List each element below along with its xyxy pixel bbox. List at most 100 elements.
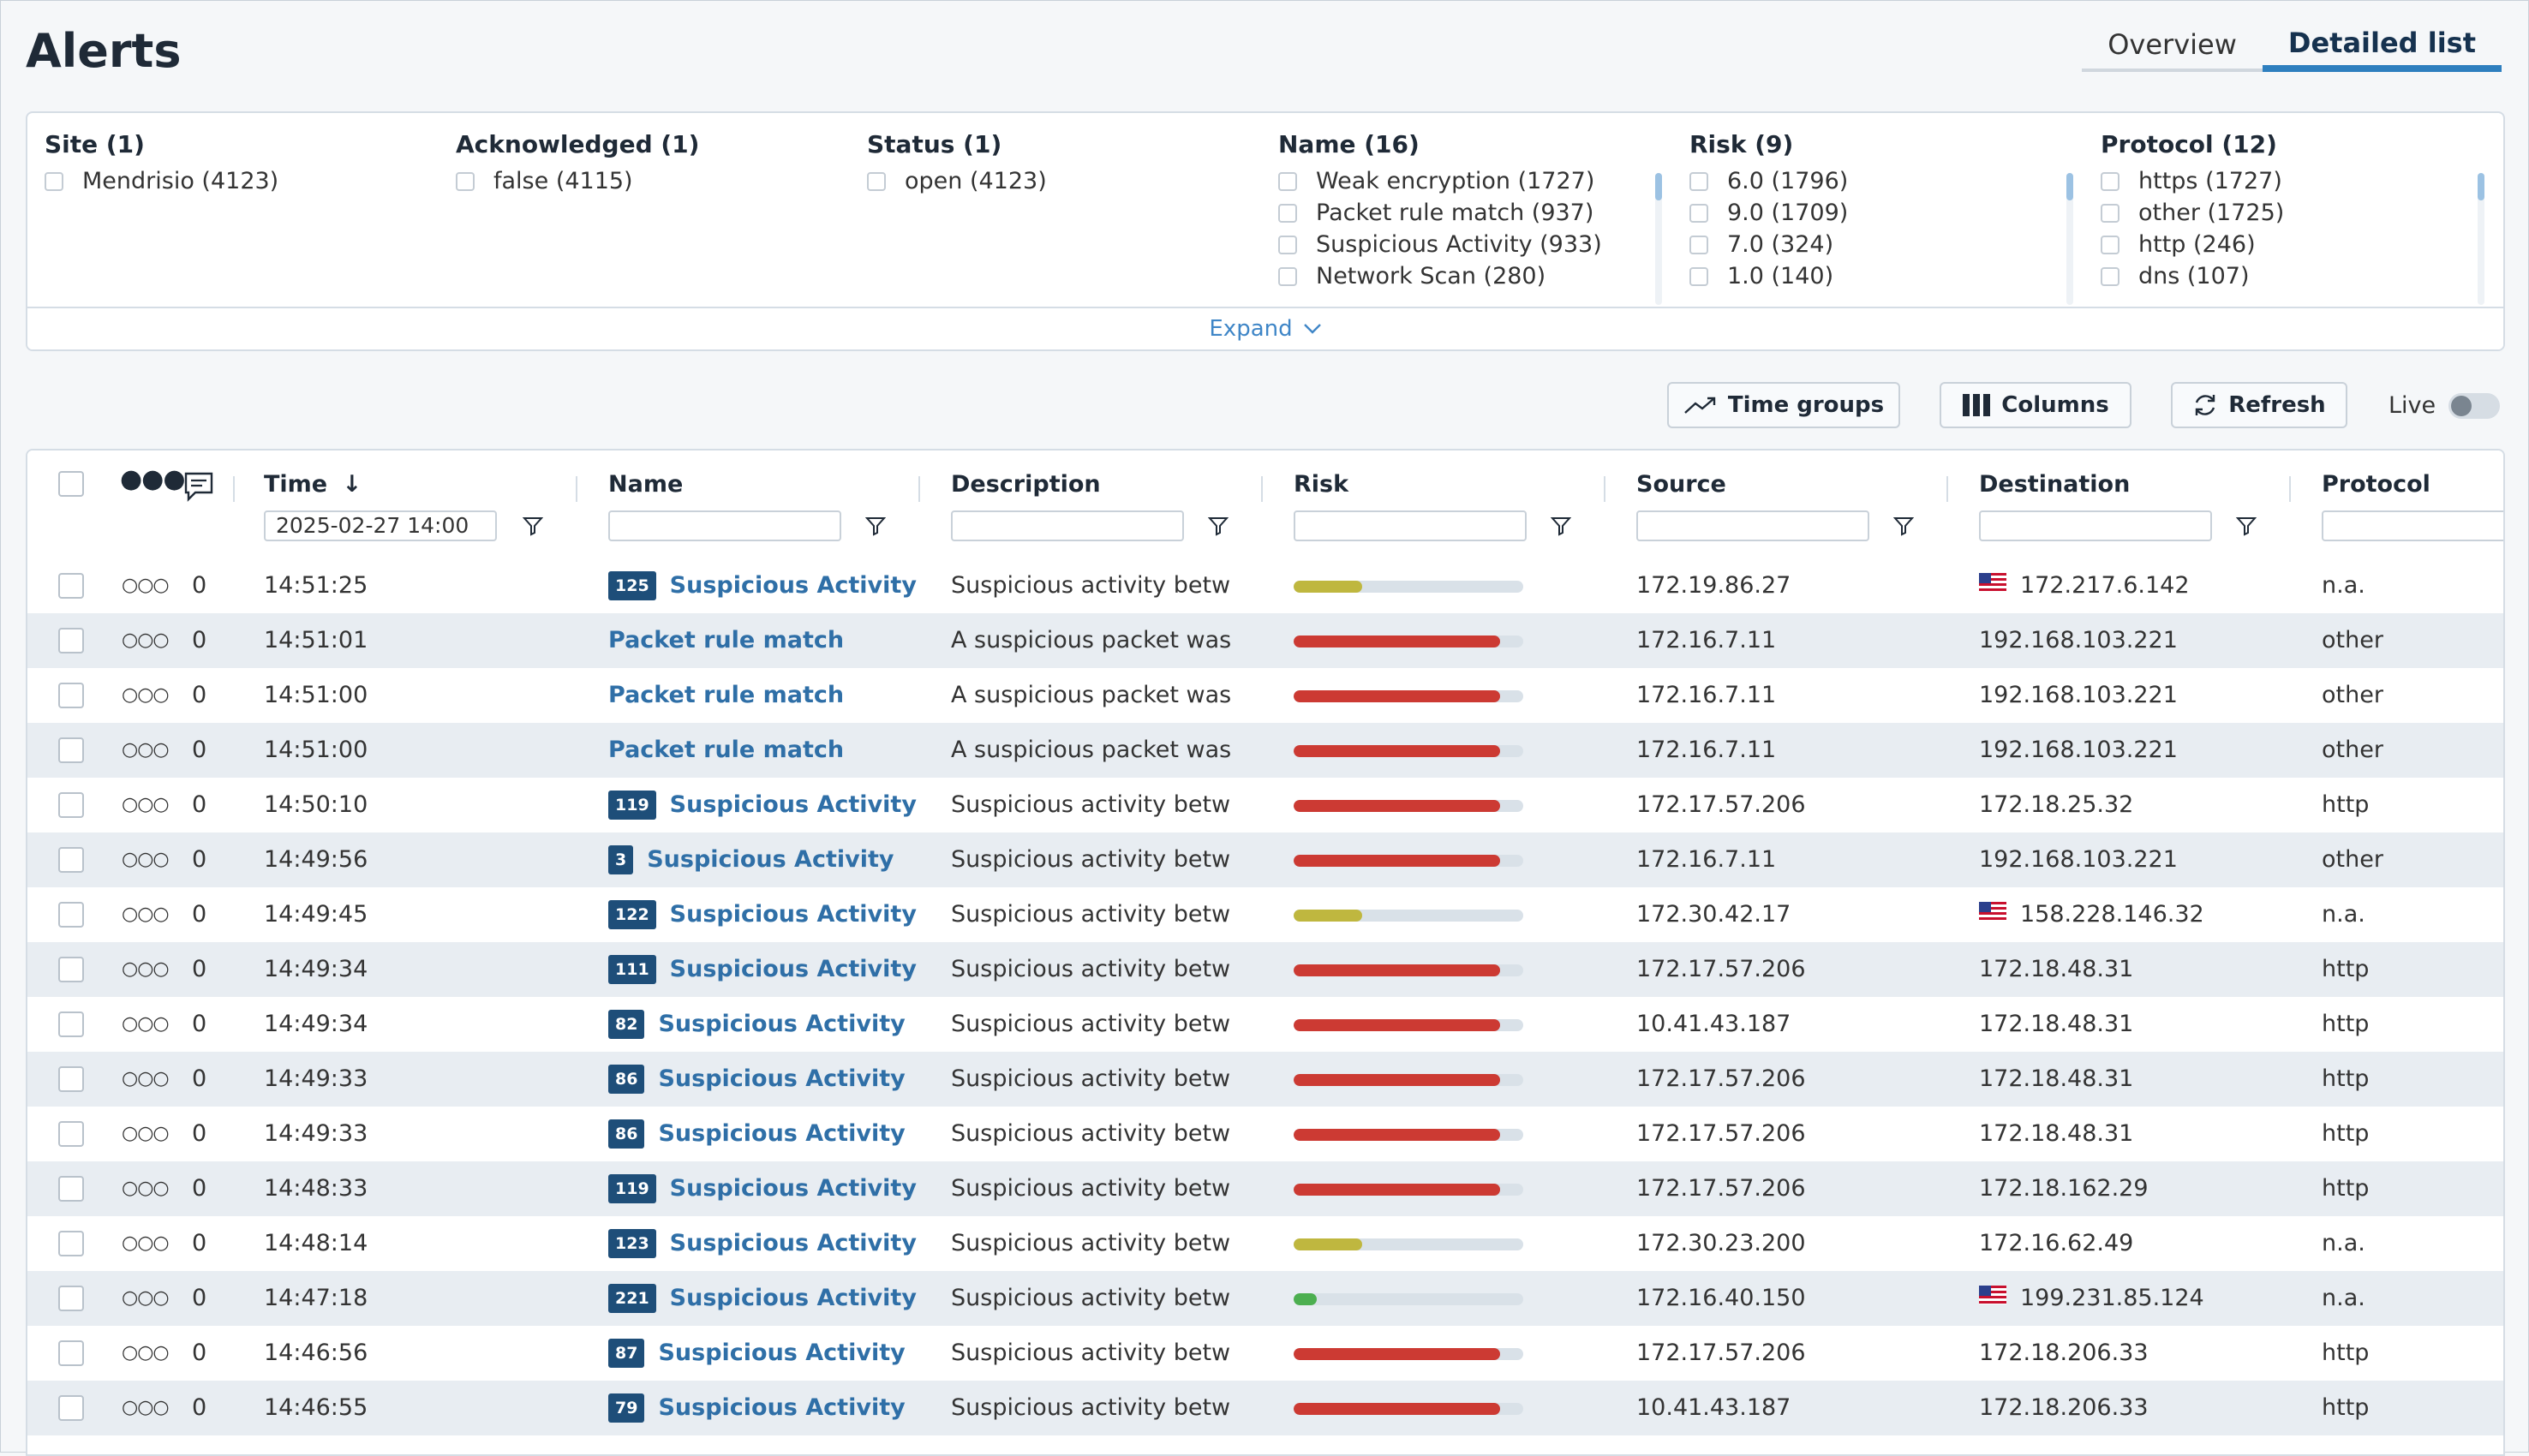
row-menu-icon[interactable]: ○○○ <box>122 1068 170 1089</box>
alert-name-link[interactable]: Suspicious Activity <box>647 846 894 873</box>
column-header-time[interactable]: Time ↓ <box>264 471 362 498</box>
alert-name[interactable]: 123 Suspicious Activity <box>608 1216 917 1271</box>
table-row[interactable]: ○○○ 0 14:46:56 87 Suspicious Activity Suspici… <box>27 1326 2503 1381</box>
facet-scrollbar-thumb[interactable] <box>2478 173 2484 200</box>
facet-checkbox[interactable] <box>1689 266 1708 286</box>
table-row[interactable]: ○○○ 0 14:51:00 Packet rule match A suspiciou… <box>27 668 2503 723</box>
row-menu-icon[interactable]: ○○○ <box>122 630 170 651</box>
alert-name-link[interactable]: Suspicious Activity <box>669 1285 917 1311</box>
facet-option[interactable]: http (246) <box>2101 229 2478 260</box>
table-row[interactable]: ○○○ 0 14:49:34 82 Suspicious Activity Suspici… <box>27 997 2503 1052</box>
row-checkbox[interactable] <box>58 683 84 708</box>
table-row[interactable]: ○○○ 0 14:50:10 119 Suspicious Activity Suspic… <box>27 778 2503 832</box>
row-checkbox[interactable] <box>58 847 84 873</box>
facet-option[interactable]: open (4123) <box>867 165 1244 197</box>
alert-name-link[interactable]: Suspicious Activity <box>658 1011 906 1037</box>
select-all-checkbox[interactable] <box>58 471 84 497</box>
facet-option[interactable]: other (1725) <box>2101 197 2478 229</box>
alert-name[interactable]: 86 Suspicious Activity <box>608 1052 917 1107</box>
alert-name[interactable]: 119 Suspicious Activity <box>608 778 917 832</box>
source-filter-input[interactable] <box>1636 510 1869 541</box>
column-header-destination[interactable]: Destination <box>1979 471 2131 498</box>
columns-button[interactable]: Columns <box>1940 382 2131 428</box>
table-row[interactable]: ○○○ 0 14:49:56 3 Suspicious Activity Suspicio… <box>27 832 2503 887</box>
facet-option[interactable]: 9.0 (1709) <box>1689 197 2066 229</box>
alert-name[interactable]: Packet rule match <box>608 668 917 723</box>
row-menu-icon[interactable]: ○○○ <box>122 684 170 706</box>
table-row[interactable]: ○○○ 0 14:49:33 86 Suspicious Activity Suspici… <box>27 1052 2503 1107</box>
row-menu-icon[interactable]: ○○○ <box>122 849 170 870</box>
risk-filter-icon[interactable] <box>1550 516 1572 540</box>
facet-checkbox[interactable] <box>2101 203 2119 223</box>
row-checkbox[interactable] <box>58 737 84 763</box>
tab-detailed-list[interactable]: Detailed list <box>2262 21 2502 72</box>
alert-name-link[interactable]: Suspicious Activity <box>658 1120 906 1147</box>
alert-name-link[interactable]: Suspicious Activity <box>658 1065 906 1092</box>
row-checkbox[interactable] <box>58 1395 84 1421</box>
alert-name[interactable]: 111 Suspicious Activity <box>608 942 917 997</box>
alert-name-link[interactable]: Suspicious Activity <box>669 1175 917 1202</box>
name-filter-icon[interactable] <box>864 516 887 540</box>
facet-scrollbar[interactable] <box>2478 173 2484 305</box>
facet-checkbox[interactable] <box>1278 266 1297 286</box>
column-header-name[interactable]: Name <box>608 471 684 498</box>
facet-checkbox[interactable] <box>1278 171 1297 191</box>
source-filter-icon[interactable] <box>1892 516 1915 540</box>
alert-name-link[interactable]: Packet rule match <box>608 682 845 708</box>
row-checkbox[interactable] <box>58 1176 84 1202</box>
facet-checkbox[interactable] <box>867 171 886 191</box>
alert-name[interactable]: 125 Suspicious Activity <box>608 558 917 613</box>
row-checkbox[interactable] <box>58 1011 84 1037</box>
row-actions-menu-icon[interactable]: ●●● <box>120 464 186 494</box>
row-menu-icon[interactable]: ○○○ <box>122 958 170 980</box>
table-row[interactable]: ○○○ 0 14:49:45 122 Suspicious Activity Suspic… <box>27 887 2503 942</box>
row-menu-icon[interactable]: ○○○ <box>122 739 170 761</box>
row-menu-icon[interactable]: ○○○ <box>122 575 170 596</box>
column-header-protocol[interactable]: Protocol <box>2322 471 2430 498</box>
alert-name[interactable]: 119 Suspicious Activity <box>608 1161 917 1216</box>
row-menu-icon[interactable]: ○○○ <box>122 1342 170 1364</box>
table-row[interactable]: ○○○ 0 14:51:25 125 Suspicious Activity Suspic… <box>27 558 2503 613</box>
row-checkbox[interactable] <box>58 1340 84 1366</box>
alert-name[interactable]: 3 Suspicious Activity <box>608 832 917 887</box>
risk-filter-input[interactable] <box>1294 510 1527 541</box>
row-menu-icon[interactable]: ○○○ <box>122 904 170 925</box>
facet-checkbox[interactable] <box>2101 235 2119 254</box>
row-checkbox[interactable] <box>58 1231 84 1256</box>
row-checkbox[interactable] <box>58 792 84 818</box>
alert-name[interactable]: Packet rule match <box>608 723 917 778</box>
column-header-risk[interactable]: Risk <box>1294 471 1349 498</box>
facet-scrollbar-thumb[interactable] <box>2066 173 2073 200</box>
table-row[interactable]: ○○○ 0 14:49:33 86 Suspicious Activity Suspici… <box>27 1107 2503 1161</box>
facet-checkbox[interactable] <box>1689 171 1708 191</box>
column-header-source[interactable]: Source <box>1636 471 1726 498</box>
tab-overview[interactable]: Overview <box>2082 21 2263 72</box>
facet-option[interactable]: Network Scan (280) <box>1278 260 1655 292</box>
alert-name-link[interactable]: Packet rule match <box>608 737 845 763</box>
alert-name[interactable]: Packet rule match <box>608 613 917 668</box>
alert-name[interactable]: 221 Suspicious Activity <box>608 1271 917 1326</box>
facet-option[interactable]: 5.0 (125) <box>1689 292 2066 296</box>
protocol-filter-input[interactable] <box>2322 510 2503 541</box>
description-filter-icon[interactable] <box>1207 516 1229 540</box>
table-row[interactable]: ○○○ 0 14:48:33 119 Suspicious Activity Suspic… <box>27 1161 2503 1216</box>
table-row[interactable]: ○○○ 0 14:47:18 221 Suspicious Activity Suspic… <box>27 1271 2503 1326</box>
row-checkbox[interactable] <box>58 1121 84 1147</box>
facet-checkbox[interactable] <box>1278 235 1297 254</box>
facet-scrollbar[interactable] <box>2066 173 2073 305</box>
facet-scrollbar[interactable] <box>1655 173 1662 305</box>
row-menu-icon[interactable]: ○○○ <box>122 1123 170 1144</box>
facet-option[interactable]: 6.0 (1796) <box>1689 165 2066 197</box>
row-menu-icon[interactable]: ○○○ <box>122 794 170 815</box>
facet-option[interactable]: 7.0 (324) <box>1689 229 2066 260</box>
facet-checkbox[interactable] <box>1278 203 1297 223</box>
alert-name-link[interactable]: Suspicious Activity <box>669 956 917 982</box>
facet-option[interactable]: https (1727) <box>2101 165 2478 197</box>
facet-option[interactable]: PUA domain (99) <box>1278 292 1655 296</box>
facet-checkbox[interactable] <box>45 171 63 191</box>
alert-name[interactable]: 87 Suspicious Activity <box>608 1326 917 1381</box>
facet-option[interactable]: Suspicious Activity (933) <box>1278 229 1655 260</box>
row-checkbox[interactable] <box>58 1066 84 1092</box>
facet-option[interactable]: Mendrisio (4123) <box>45 165 422 197</box>
facet-checkbox[interactable] <box>456 171 475 191</box>
